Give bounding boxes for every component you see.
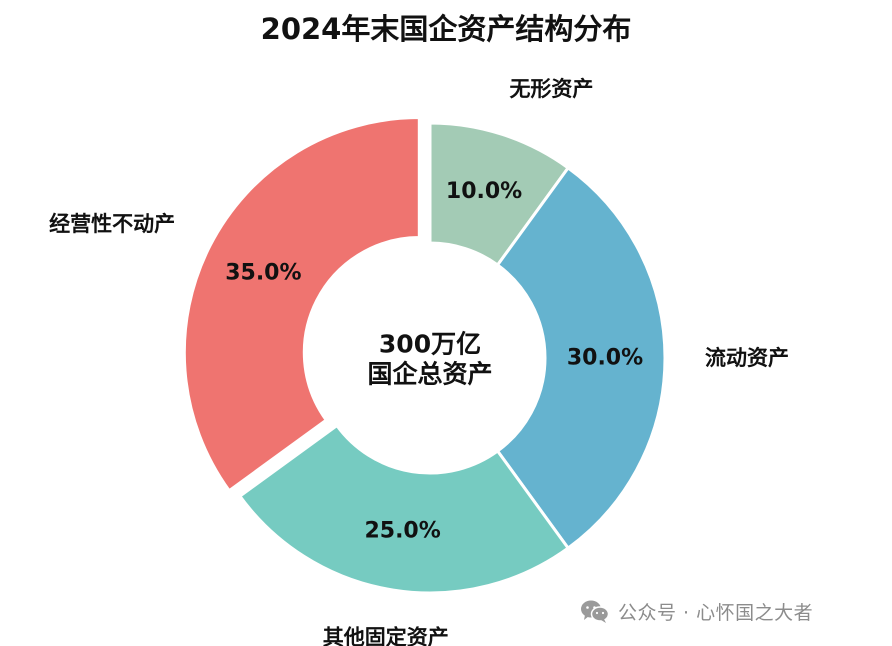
slice-2: [495, 165, 667, 551]
slice-3: [237, 423, 571, 595]
wechat-icon: [581, 600, 610, 623]
slice-3-percent-label: 25.0%: [364, 518, 440, 543]
slice-2-category-label: 流动资产: [705, 346, 789, 370]
donut-slices: [182, 116, 667, 595]
slice-1-percent-label: 10.0%: [446, 179, 522, 204]
center-label-line-1: 300万亿: [379, 330, 481, 359]
slice-4-category-label: 经营性不动产: [49, 212, 175, 236]
watermark-text: 公众号 · 心怀国之大者: [618, 601, 814, 624]
slice-2-percent-label: 30.0%: [567, 346, 643, 371]
slice-3-category-label: 其他固定资产: [323, 626, 449, 646]
slice-4-percent-label: 35.0%: [225, 261, 301, 286]
watermark: 公众号 · 心怀国之大者: [580, 596, 813, 626]
slice-1-category-label: 无形资产: [509, 77, 593, 101]
percent-labels: 10.0% 30.0% 25.0% 35.0%: [225, 179, 643, 543]
center-label-line-2: 国企总资产: [367, 360, 492, 389]
slice-4: [182, 116, 421, 493]
chart-title: 2024年末国企资产结构分布: [260, 12, 632, 46]
